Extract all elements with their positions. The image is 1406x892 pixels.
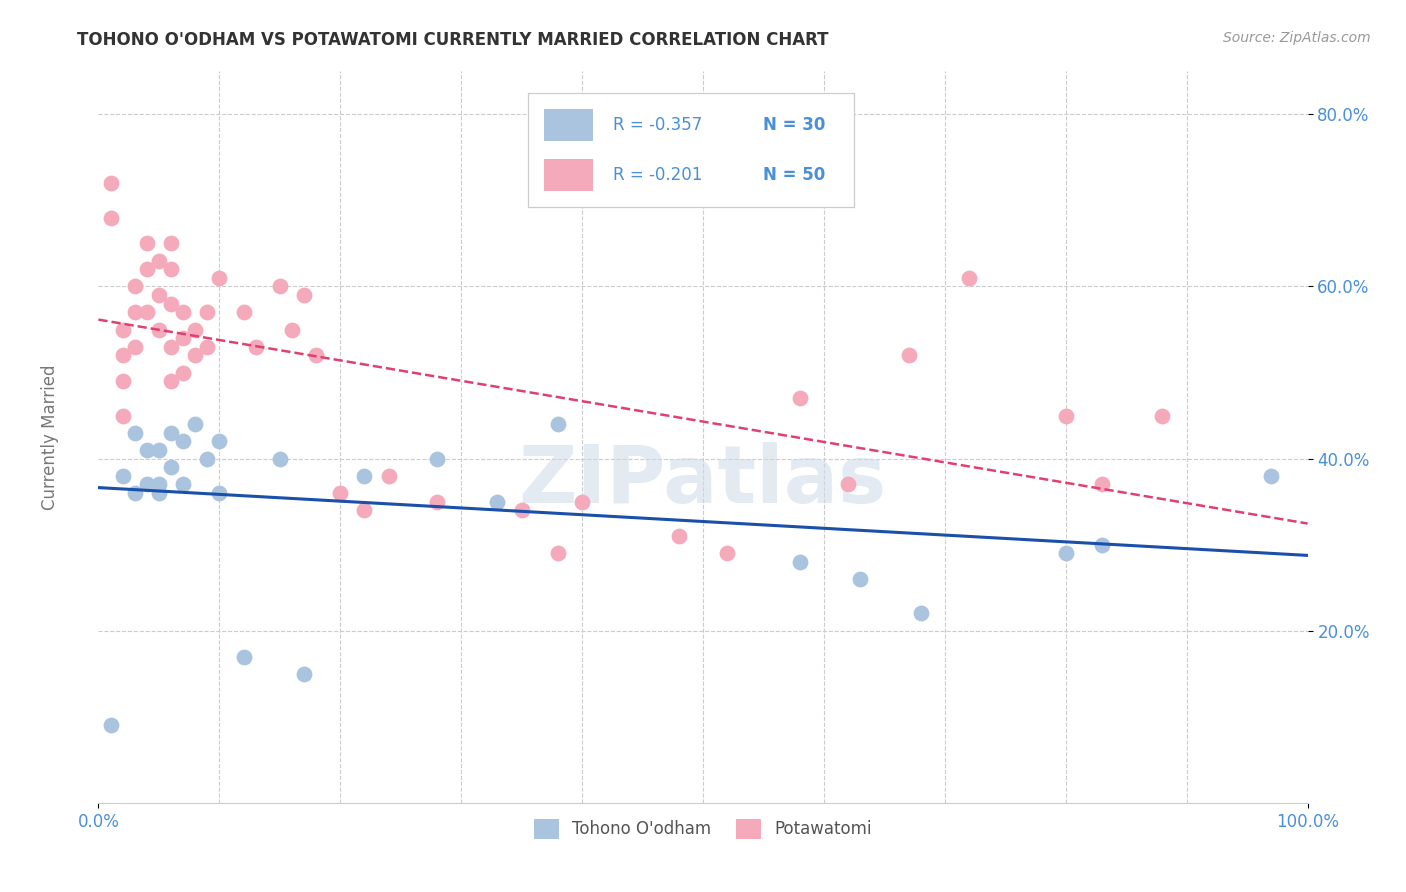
Point (269, 279, 291, 293)
Point (100, 176, 122, 190)
Point (160, 262, 183, 277)
Point (148, 442, 170, 457)
Point (111, 322, 134, 336)
Point (160, 296, 183, 310)
Point (124, 425, 146, 440)
Point (208, 486, 231, 500)
Point (668, 529, 690, 543)
Point (148, 253, 170, 268)
Text: Source: ZipAtlas.com: Source: ZipAtlas.com (1223, 31, 1371, 45)
Point (160, 425, 183, 440)
Point (172, 305, 194, 319)
Point (111, 468, 134, 483)
Point (716, 546, 738, 560)
Point (1054, 546, 1077, 560)
Point (571, 494, 593, 508)
Point (292, 288, 315, 302)
Point (208, 271, 231, 285)
Point (426, 494, 449, 508)
Point (849, 572, 872, 586)
Point (232, 305, 254, 319)
Point (245, 340, 267, 354)
Point (148, 486, 170, 500)
Point (135, 442, 157, 457)
Point (910, 607, 932, 621)
Point (135, 477, 157, 491)
Point (160, 340, 183, 354)
Point (148, 288, 170, 302)
Point (426, 451, 449, 466)
Point (195, 340, 218, 354)
Point (789, 392, 811, 406)
Point (135, 236, 157, 251)
Point (195, 305, 218, 319)
Point (281, 322, 304, 336)
Point (111, 348, 134, 362)
Point (160, 236, 183, 251)
Point (172, 366, 194, 380)
Point (160, 374, 183, 388)
Point (837, 477, 859, 491)
Point (148, 322, 170, 336)
Point (124, 279, 146, 293)
Point (111, 374, 134, 388)
Point (100, 718, 122, 732)
Point (208, 434, 231, 449)
Point (547, 417, 569, 432)
Point (195, 451, 218, 466)
Point (897, 348, 920, 362)
Point (172, 434, 194, 449)
Point (269, 451, 291, 466)
Text: Currently Married: Currently Married (41, 364, 59, 510)
Point (135, 262, 157, 277)
Point (1091, 538, 1114, 552)
Point (329, 486, 352, 500)
Point (1152, 409, 1174, 423)
Point (172, 477, 194, 491)
Point (111, 409, 134, 423)
Point (184, 348, 207, 362)
Point (160, 460, 183, 475)
Point (1260, 468, 1282, 483)
Point (1091, 477, 1114, 491)
Point (124, 486, 146, 500)
Point (353, 503, 375, 517)
Point (292, 666, 315, 681)
Point (510, 503, 533, 517)
Point (184, 322, 207, 336)
Point (100, 211, 122, 225)
Point (232, 649, 254, 664)
Point (124, 305, 146, 319)
Point (184, 417, 207, 432)
Point (547, 546, 569, 560)
Point (789, 555, 811, 569)
Point (957, 271, 980, 285)
Point (305, 348, 328, 362)
Point (486, 494, 509, 508)
Text: ZIPatlas: ZIPatlas (519, 442, 887, 520)
Point (377, 468, 399, 483)
Point (353, 468, 375, 483)
Point (1054, 409, 1077, 423)
Text: TOHONO O'ODHAM VS POTAWATOMI CURRENTLY MARRIED CORRELATION CHART: TOHONO O'ODHAM VS POTAWATOMI CURRENTLY M… (77, 31, 828, 49)
Point (124, 340, 146, 354)
Legend: Tohono O'odham, Potawatomi: Tohono O'odham, Potawatomi (527, 812, 879, 846)
Point (135, 305, 157, 319)
Point (172, 331, 194, 345)
Point (148, 477, 170, 491)
